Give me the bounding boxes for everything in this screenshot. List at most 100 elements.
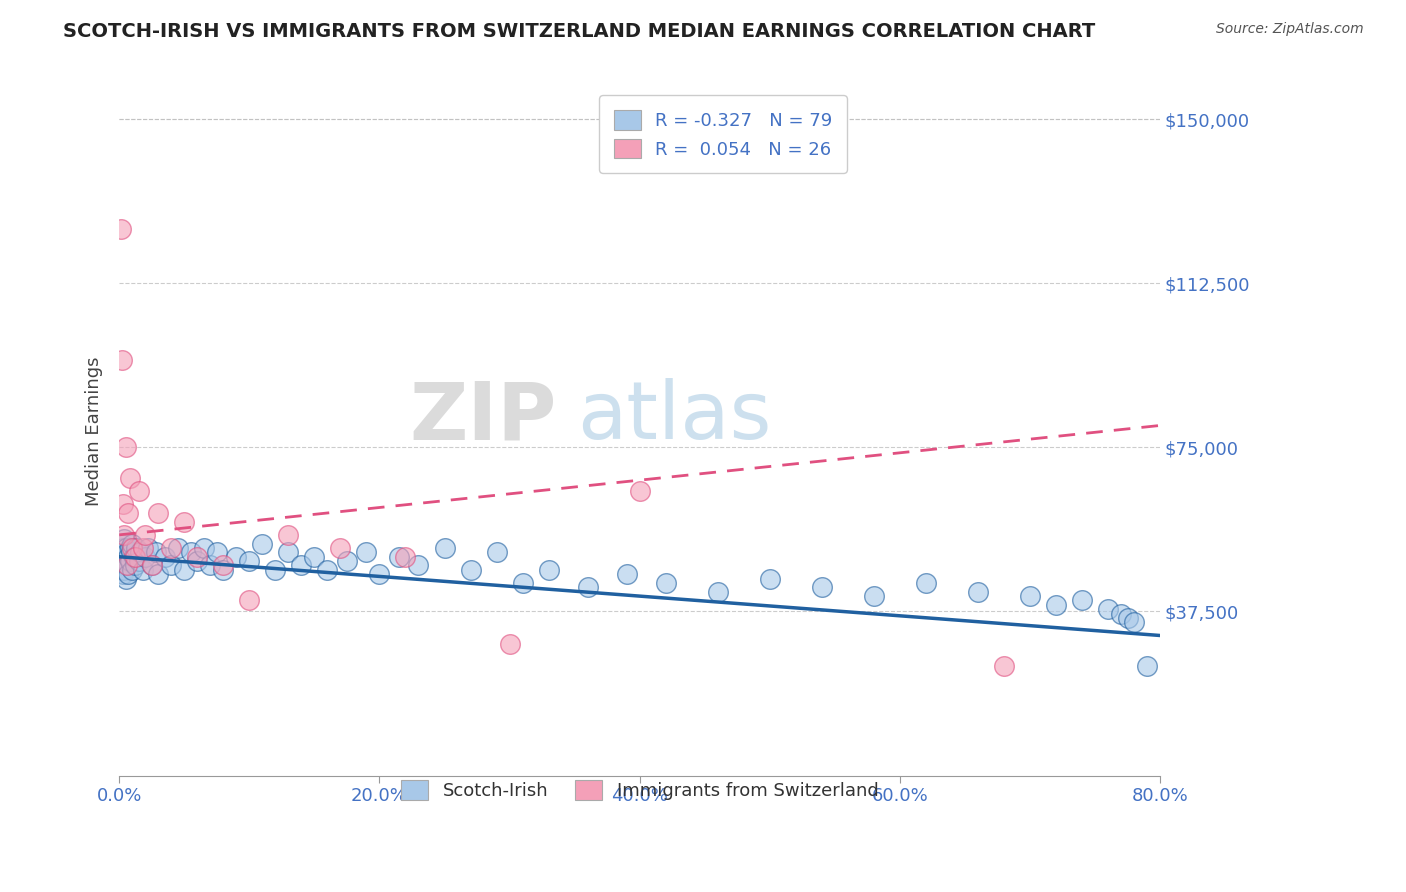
Point [576,580,599,594]
Point [148,567,170,582]
Point [134,528,156,542]
Point [111,352,134,367]
Point [114,572,136,586]
Point [122,549,145,564]
Point [1071,593,1094,607]
Point [121,536,143,550]
Point [1109,607,1132,621]
Point [277,545,299,559]
Point [124,558,146,573]
Point [212,563,235,577]
Point [1097,602,1119,616]
Point [112,497,135,511]
Point [277,528,299,542]
Point [862,589,884,603]
Point [1123,615,1146,630]
Point [433,541,456,555]
Point [114,533,136,547]
Point [111,536,134,550]
Point [205,545,228,559]
Point [128,554,150,568]
Text: Source: ZipAtlas.com: Source: ZipAtlas.com [1216,22,1364,37]
Point [264,563,287,577]
Point [114,554,136,568]
Point [290,558,312,573]
Point [186,554,208,568]
Point [114,441,136,455]
Point [141,558,163,573]
Point [115,558,138,573]
Point [394,549,416,564]
Point [141,558,163,573]
Point [186,549,208,564]
Point [118,541,141,555]
Point [537,563,560,577]
Point [148,506,170,520]
Point [160,558,183,573]
Point [125,541,148,555]
Point [304,549,326,564]
Point [111,549,134,564]
Legend: Scotch-Irish, Immigrants from Switzerland: Scotch-Irish, Immigrants from Switzerlan… [387,766,893,814]
Point [112,567,135,582]
Point [316,563,339,577]
Point [136,541,159,555]
Point [111,563,134,577]
Point [460,563,482,577]
Point [180,545,202,559]
Point [810,580,832,594]
Point [368,567,391,582]
Point [110,558,132,573]
Point [915,576,938,591]
Point [115,558,138,573]
Point [124,549,146,564]
Point [128,484,150,499]
Point [131,541,153,555]
Point [654,576,676,591]
Point [118,471,141,485]
Y-axis label: Median Earnings: Median Earnings [86,356,103,506]
Point [173,563,195,577]
Point [993,659,1015,673]
Point [498,637,520,651]
Point [145,545,167,559]
Point [329,541,352,555]
Point [1019,589,1042,603]
Point [121,541,143,555]
Text: atlas: atlas [578,378,772,456]
Point [117,549,139,564]
Point [485,545,508,559]
Point [967,584,990,599]
Point [252,536,274,550]
Point [336,554,359,568]
Point [118,554,141,568]
Point [166,541,188,555]
Point [129,545,152,559]
Point [758,572,780,586]
Point [706,584,728,599]
Point [356,545,378,559]
Point [117,506,139,520]
Point [200,558,222,573]
Point [160,541,183,555]
Point [1136,659,1159,673]
Point [114,541,136,555]
Point [1045,598,1067,612]
Point [1116,611,1139,625]
Point [112,558,135,573]
Point [238,593,260,607]
Point [110,545,132,559]
Point [238,554,260,568]
Text: ZIP: ZIP [409,378,557,456]
Point [121,563,143,577]
Point [120,545,142,559]
Point [628,484,651,499]
Point [225,549,247,564]
Point [114,563,136,577]
Point [112,541,135,555]
Text: SCOTCH-IRISH VS IMMIGRANTS FROM SWITZERLAND MEDIAN EARNINGS CORRELATION CHART: SCOTCH-IRISH VS IMMIGRANTS FROM SWITZERL… [63,22,1095,41]
Point [114,528,136,542]
Point [134,549,156,564]
Point [115,545,138,559]
Point [173,515,195,529]
